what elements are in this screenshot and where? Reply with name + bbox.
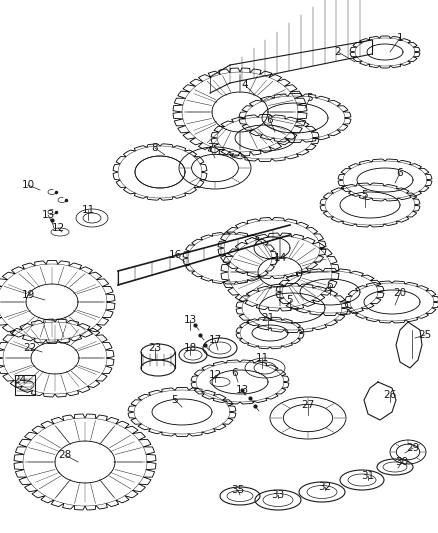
Text: 2: 2 [334, 47, 340, 57]
Text: 30: 30 [395, 457, 408, 467]
Text: 21: 21 [261, 313, 274, 323]
Text: 7: 7 [206, 143, 213, 153]
Text: 6: 6 [396, 168, 403, 178]
Text: 29: 29 [406, 443, 419, 453]
Text: 18: 18 [183, 343, 196, 353]
Text: 10: 10 [21, 180, 35, 190]
Text: 24: 24 [13, 375, 27, 385]
Text: 35: 35 [231, 485, 244, 495]
Text: 1: 1 [396, 33, 403, 43]
Text: 13: 13 [183, 315, 196, 325]
Text: 13: 13 [41, 210, 54, 220]
Bar [15, 375, 35, 395]
Text: 5: 5 [306, 93, 313, 103]
Text: 19: 19 [21, 290, 35, 300]
Text: 28: 28 [58, 450, 71, 460]
Text: 25: 25 [417, 330, 431, 340]
Text: 14: 14 [273, 253, 286, 263]
Text: 6: 6 [266, 115, 273, 125]
Text: 6: 6 [326, 280, 332, 290]
Text: 20: 20 [392, 288, 406, 298]
Text: 33: 33 [271, 490, 284, 500]
Text: 5: 5 [361, 190, 367, 200]
Text: 23: 23 [148, 343, 161, 353]
Text: 11: 11 [81, 205, 95, 215]
Text: 6: 6 [231, 368, 238, 378]
Text: 16: 16 [168, 250, 181, 260]
Text: 22: 22 [23, 343, 36, 353]
Text: 17: 17 [208, 335, 221, 345]
Text: 5: 5 [286, 295, 293, 305]
Text: 12: 12 [208, 370, 221, 380]
Text: 27: 27 [301, 400, 314, 410]
Text: 31: 31 [360, 471, 374, 481]
Text: 12: 12 [51, 223, 64, 233]
Text: 32: 32 [318, 482, 331, 492]
Text: 4: 4 [241, 80, 248, 90]
Text: 26: 26 [382, 390, 396, 400]
Text: 8: 8 [152, 143, 158, 153]
Text: 11: 11 [255, 353, 268, 363]
Text: 5: 5 [171, 395, 178, 405]
Text: 13: 13 [235, 385, 248, 395]
